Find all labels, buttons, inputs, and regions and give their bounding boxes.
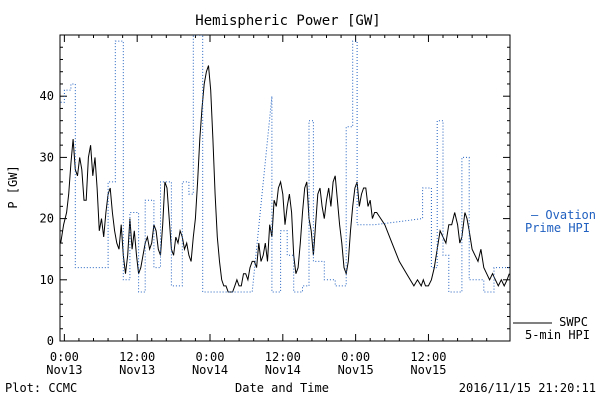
x-tick-label-time: 0:00 <box>341 350 370 364</box>
x-tick-label-date: Nov14 <box>192 363 228 377</box>
y-axis-label: P [GW] <box>6 165 20 208</box>
x-tick-label-date: Nov15 <box>410 363 446 377</box>
plot-frame <box>59 34 511 342</box>
legend-swpc: SWPC 5-min HPI <box>513 315 590 342</box>
series-swpc-line <box>60 65 510 293</box>
x-axis-label: Date and Time <box>235 381 329 395</box>
y-tick-label: 30 <box>40 150 54 164</box>
legend-swpc-label-2: 5-min HPI <box>525 328 590 342</box>
x-tick-label-date: Nov15 <box>338 363 374 377</box>
x-tick-label-time: 0:00 <box>50 350 79 364</box>
x-tick-label-time: 12:00 <box>410 350 446 364</box>
x-tick-label-date: Nov13 <box>119 363 155 377</box>
legend-swpc-label-1: SWPC <box>559 315 588 329</box>
y-tick-label: 10 <box>40 273 54 287</box>
x-tick-label-time: 0:00 <box>196 350 225 364</box>
series-ovation-line <box>60 35 510 293</box>
x-tick-label-date: Nov14 <box>265 363 301 377</box>
chart-title: Hemispheric Power [GW] <box>195 13 380 29</box>
y-tick-label: 40 <box>40 89 54 103</box>
x-tick-label-date: Nov13 <box>46 363 82 377</box>
y-tick-label: 20 <box>40 212 54 226</box>
footer-right: 2016/11/15 21:20:11 <box>459 381 596 395</box>
legend-ovation-label-2: Prime HPI <box>525 221 590 235</box>
y-tick-label: 0 <box>47 334 54 348</box>
plot-area: 0102030400:00Nov1312:00Nov130:00Nov1412:… <box>40 34 511 377</box>
footer-left: Plot: CCMC <box>5 381 77 395</box>
x-tick-label-time: 12:00 <box>265 350 301 364</box>
x-tick-label-time: 12:00 <box>119 350 155 364</box>
legend-ovation-label-1: – Ovation <box>531 208 596 222</box>
legend-ovation: – Ovation Prime HPI <box>525 208 596 235</box>
